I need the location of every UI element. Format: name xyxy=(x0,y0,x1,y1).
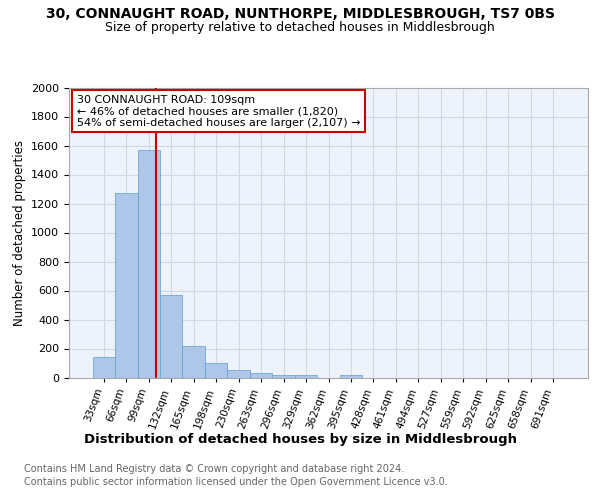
Bar xyxy=(92,357,115,378)
Text: 30 CONNAUGHT ROAD: 109sqm
← 46% of detached houses are smaller (1,820)
54% of se: 30 CONNAUGHT ROAD: 109sqm ← 46% of detac… xyxy=(77,95,360,128)
Bar xyxy=(272,374,295,378)
Bar xyxy=(205,363,227,378)
Bar xyxy=(160,295,182,378)
Bar xyxy=(340,374,362,378)
Text: Contains public sector information licensed under the Open Government Licence v3: Contains public sector information licen… xyxy=(24,477,448,487)
Text: Size of property relative to detached houses in Middlesbrough: Size of property relative to detached ho… xyxy=(105,22,495,35)
Bar xyxy=(137,150,160,378)
Bar xyxy=(115,194,137,378)
Bar xyxy=(295,374,317,378)
Bar xyxy=(227,370,250,378)
Bar xyxy=(182,346,205,378)
Bar xyxy=(250,373,272,378)
Text: 30, CONNAUGHT ROAD, NUNTHORPE, MIDDLESBROUGH, TS7 0BS: 30, CONNAUGHT ROAD, NUNTHORPE, MIDDLESBR… xyxy=(46,8,554,22)
Text: Distribution of detached houses by size in Middlesbrough: Distribution of detached houses by size … xyxy=(83,432,517,446)
Y-axis label: Number of detached properties: Number of detached properties xyxy=(13,140,26,326)
Text: Contains HM Land Registry data © Crown copyright and database right 2024.: Contains HM Land Registry data © Crown c… xyxy=(24,464,404,474)
